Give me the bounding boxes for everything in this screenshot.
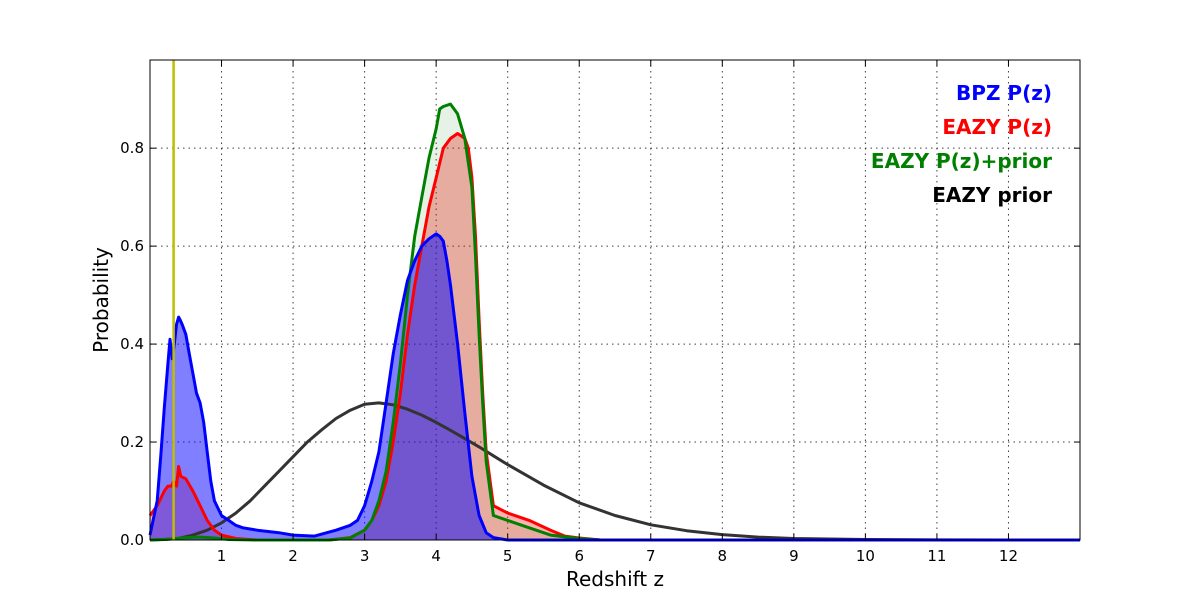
y-tick-label: 0.0 (120, 531, 144, 549)
series-fills (150, 104, 1080, 540)
y-tick-label: 0.8 (120, 139, 144, 157)
y-tick-label: 0.4 (120, 335, 144, 353)
legend: BPZ P(z) EAZY P(z) EAZY P(z)+prior EAZY … (871, 81, 1052, 207)
x-tick-label: 6 (574, 547, 584, 565)
x-axis-ticks: 1 2 3 4 5 6 7 8 9 10 11 12 (217, 60, 1018, 565)
line-bpz (148, 232, 1080, 542)
area-bpz (150, 233, 1080, 540)
plot-frame (149, 59, 1081, 541)
grid-lines (150, 60, 1080, 540)
x-tick-label: 9 (789, 547, 799, 565)
x-tick-label: 3 (360, 547, 370, 565)
x-tick-label: 4 (431, 547, 441, 565)
y-tick-label: 0.2 (120, 433, 144, 451)
x-tick-label: 7 (646, 547, 656, 565)
y-axis-ticks: 0.0 0.2 0.4 0.6 0.8 (120, 139, 1080, 549)
x-axis-label: Redshift z (566, 567, 664, 591)
legend-entry-bpz: BPZ P(z) (956, 81, 1052, 105)
x-tick-label: 2 (288, 547, 298, 565)
legend-entry-eazy-prior: EAZY prior (932, 183, 1052, 207)
x-tick-label: 8 (718, 547, 728, 565)
x-tick-label: 5 (503, 547, 513, 565)
legend-entry-eazy-prior-combined: EAZY P(z)+prior (871, 149, 1052, 173)
x-tick-label: 10 (856, 547, 875, 565)
line-eazy-prior (149, 401, 1080, 542)
x-tick-label: 1 (217, 547, 227, 565)
legend-entry-eazy: EAZY P(z) (942, 115, 1052, 139)
y-tick-label: 0.6 (120, 237, 144, 255)
x-tick-label: 12 (999, 547, 1018, 565)
x-tick-label: 11 (927, 547, 946, 565)
y-axis-label: Probability (89, 247, 113, 353)
